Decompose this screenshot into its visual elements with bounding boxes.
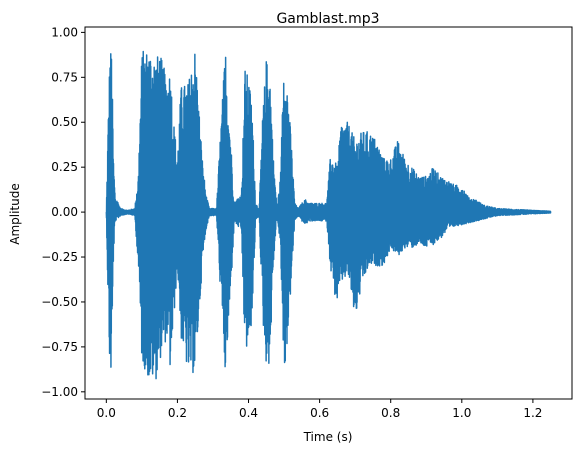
x-tick-label: 0.6 xyxy=(310,406,329,420)
x-tick-label: 0.4 xyxy=(239,406,258,420)
y-tick-label: −0.75 xyxy=(41,340,78,354)
x-tick-label: 0.2 xyxy=(168,406,187,420)
y-tick-label: 0.00 xyxy=(51,205,78,219)
x-axis-label: Time (s) xyxy=(303,430,353,444)
series-layer xyxy=(105,50,552,380)
x-tick-label: 0.0 xyxy=(97,406,116,420)
y-tick-label: −0.25 xyxy=(41,250,78,264)
y-tick-label: 0.25 xyxy=(51,160,78,174)
y-tick-label: 0.50 xyxy=(51,115,78,129)
y-tick-label: −1.00 xyxy=(41,385,78,399)
y-axis-label: Amplitude xyxy=(8,183,22,245)
y-tick-label: 0.75 xyxy=(51,70,78,84)
x-tick-label: 0.8 xyxy=(381,406,400,420)
waveform-series-line xyxy=(105,50,552,380)
y-axis: 1.00 0.75 0.50 0.25 0.00 −0.25 −0.50 −0.75 −1.00 xyxy=(41,25,85,399)
x-axis: 0.0 0.2 0.4 0.6 0.8 1.0 1.2 xyxy=(97,399,542,420)
plot-area xyxy=(105,50,552,380)
y-tick-label: −0.50 xyxy=(41,295,78,309)
chart-title: Gamblast.mp3 xyxy=(276,11,379,27)
x-tick-label: 1.2 xyxy=(523,406,542,420)
y-tick-label: 1.00 xyxy=(51,25,78,39)
x-tick-label: 1.0 xyxy=(452,406,471,420)
plot-frame xyxy=(84,26,573,400)
